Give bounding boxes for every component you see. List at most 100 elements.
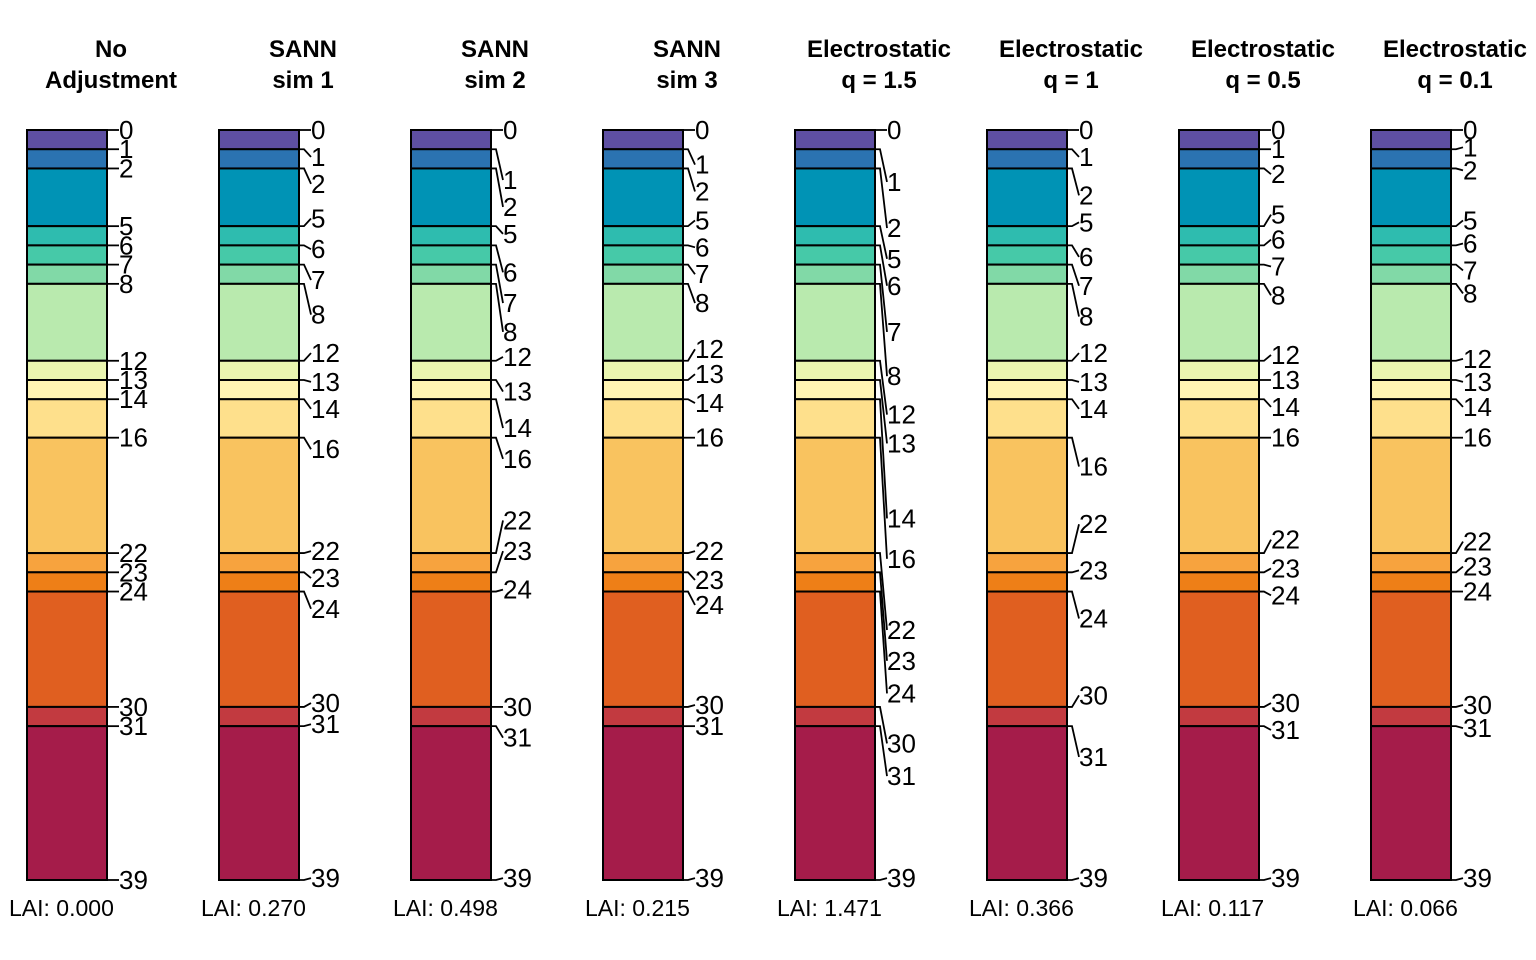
layer-segment <box>26 148 108 170</box>
boundary-label: 8 <box>887 361 901 391</box>
boundary-label: 5 <box>1271 200 1285 230</box>
lai-label: LAI: 0.117 <box>1161 895 1264 921</box>
leader-line <box>1451 146 1464 151</box>
boundary-label: 12 <box>311 338 340 368</box>
leader-line <box>491 398 504 429</box>
layer-segment <box>410 379 492 401</box>
leader-line <box>1451 242 1464 247</box>
boundary-label: 7 <box>119 250 133 280</box>
boundary-label: 16 <box>1079 452 1108 482</box>
boundary-label: 5 <box>311 203 325 233</box>
boundary-label: 13 <box>503 377 532 407</box>
boundary-label: 12 <box>119 346 148 376</box>
layer-segment <box>218 263 300 285</box>
leader-line <box>299 217 312 228</box>
leader-line <box>1259 238 1272 247</box>
boundary-label: 12 <box>1463 344 1492 374</box>
layer-segment <box>794 225 876 247</box>
boundary-label: 8 <box>119 269 133 299</box>
leader-line <box>683 244 696 249</box>
layer-segment <box>26 167 108 228</box>
layer-segment <box>986 244 1068 266</box>
boundary-label: 31 <box>1079 742 1108 772</box>
leader-line <box>299 571 312 579</box>
boundary-label: 7 <box>1079 271 1093 301</box>
layer-segment <box>218 244 300 266</box>
leader-line <box>875 359 888 415</box>
lai-label: LAI: 0.270 <box>201 895 306 921</box>
leader-line <box>491 520 504 554</box>
boundary-label: 0 <box>1463 115 1477 145</box>
leader-line <box>299 398 312 410</box>
leader-line <box>1259 567 1272 574</box>
layer-segment <box>602 725 684 882</box>
boundary-label: 7 <box>1463 255 1477 285</box>
leader-line <box>491 436 504 460</box>
layer-segment <box>218 725 300 882</box>
layer-segment <box>218 705 300 728</box>
boundary-label: 31 <box>1463 713 1492 743</box>
boundary-label: 5 <box>503 219 517 249</box>
bar-frame <box>986 129 1068 881</box>
boundary-label: 30 <box>1463 690 1492 720</box>
boundary-label: 31 <box>887 761 916 791</box>
layer-segment <box>986 359 1068 381</box>
boundary-label: 16 <box>119 423 148 453</box>
boundary-label: 24 <box>503 575 532 605</box>
leader-line <box>1067 590 1080 619</box>
layer-segment <box>1178 359 1260 381</box>
boundary-label: 2 <box>695 177 709 207</box>
layer-segment <box>218 359 300 381</box>
layer-segment <box>602 552 684 574</box>
boundary-label: 2 <box>887 213 901 243</box>
panel-title-line2: q = 1.5 <box>841 67 916 94</box>
layer-segment <box>602 225 684 247</box>
boundary-label: 39 <box>887 863 916 893</box>
boundary-label: 24 <box>1079 603 1108 633</box>
layer-segment <box>1178 129 1260 151</box>
leader-line <box>875 148 888 183</box>
layer-segment <box>26 590 108 708</box>
leader-line <box>875 282 888 377</box>
panel-title-line1: Electrostatic <box>999 36 1143 63</box>
layer-segment <box>410 590 492 708</box>
boundary-label: 7 <box>887 317 901 347</box>
boundary-label: 23 <box>1079 555 1108 585</box>
bar-frame <box>218 129 300 881</box>
boundary-label: 0 <box>695 115 709 145</box>
leader-line <box>491 877 504 881</box>
boundary-label: 13 <box>311 367 340 397</box>
leader-line <box>683 704 696 708</box>
leader-line <box>1067 524 1080 554</box>
leader-line <box>1067 569 1080 574</box>
boundary-label: 16 <box>695 423 724 453</box>
leader-line <box>1067 379 1080 383</box>
leader-line <box>1259 539 1272 554</box>
layer-segment <box>1178 167 1260 228</box>
leader-line <box>299 263 312 281</box>
panel-title-line2: sim 3 <box>656 67 717 94</box>
bar-frame <box>602 129 684 881</box>
lai-label: LAI: 0.498 <box>393 895 498 921</box>
layer-segment <box>986 129 1068 151</box>
boundary-label: 24 <box>887 678 916 708</box>
layer-segment <box>602 244 684 266</box>
layer-segment <box>1370 398 1452 439</box>
leader-line <box>1451 167 1464 172</box>
leader-line <box>1259 354 1272 362</box>
leader-line <box>1451 398 1464 408</box>
panel-title-line1: SANN <box>653 36 721 63</box>
layer-segment <box>218 167 300 228</box>
boundary-label: 13 <box>695 359 724 389</box>
boundary-label: 16 <box>503 444 532 474</box>
boundary-label: 39 <box>1463 863 1492 893</box>
panel-title-line1: Electrostatic <box>1191 36 1335 63</box>
layer-segment <box>410 398 492 439</box>
leader-line <box>1451 541 1464 554</box>
boundary-label: 39 <box>695 863 724 893</box>
layer-segment <box>602 379 684 401</box>
layer-segment <box>26 263 108 285</box>
boundary-label: 30 <box>119 692 148 722</box>
layer-segment <box>986 225 1068 247</box>
